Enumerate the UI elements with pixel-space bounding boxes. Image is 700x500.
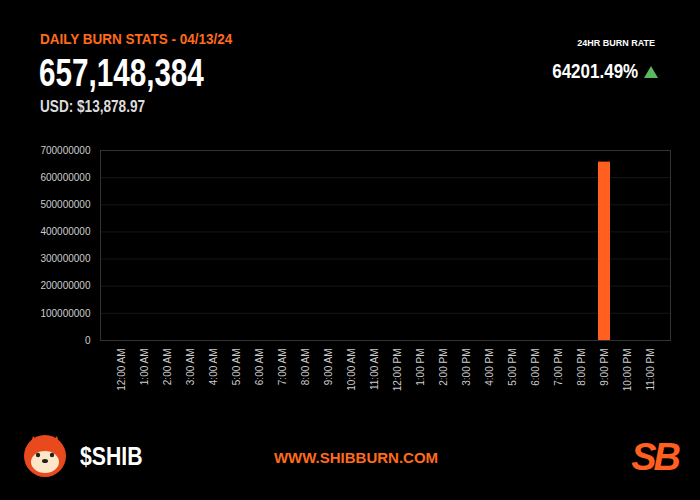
- svg-text:7:00 PM: 7:00 PM: [553, 349, 564, 386]
- svg-text:3:00 PM: 3:00 PM: [461, 349, 472, 386]
- svg-text:1:00 AM: 1:00 AM: [139, 349, 150, 386]
- svg-text:2:00 PM: 2:00 PM: [438, 349, 449, 386]
- svg-text:9:00 PM: 9:00 PM: [599, 349, 610, 386]
- html-text:WWW.SHIBBURN.COM: WWW.SHIBBURN.COM: [273, 449, 439, 466]
- svg-text:3:00 AM: 3:00 AM: [185, 349, 196, 386]
- svg-text:12:00 PM: 12:00 PM: [392, 349, 403, 392]
- svg-text:10:00 AM: 10:00 AM: [346, 349, 357, 391]
- html-text:SB: SB: [631, 436, 678, 478]
- svg-text:2:00 AM: 2:00 AM: [162, 349, 173, 386]
- svg-text:6:00 PM: 6:00 PM: [530, 349, 541, 386]
- svg-text:4:00 AM: 4:00 AM: [208, 349, 219, 386]
- svg-text:200000000: 200000000: [40, 280, 90, 291]
- svg-text:9:00 AM: 9:00 AM: [323, 349, 334, 386]
- svg-text:5:00 AM: 5:00 AM: [231, 349, 242, 386]
- svg-text:700000000: 700000000: [40, 145, 90, 156]
- svg-text:11:00 PM: 11:00 PM: [645, 349, 656, 391]
- html-text:USD: $13,878.97: USD: $13,878.97: [40, 98, 146, 115]
- html-text:$SHIB: $SHIB: [80, 442, 143, 470]
- svg-text:4:00 PM: 4:00 PM: [484, 349, 495, 386]
- svg-text:100000000: 100000000: [40, 308, 90, 319]
- svg-text:600000000: 600000000: [40, 172, 90, 183]
- svg-text:5:00 PM: 5:00 PM: [507, 349, 518, 386]
- svg-text:8:00 AM: 8:00 AM: [300, 349, 311, 386]
- svg-text:500000000: 500000000: [40, 199, 90, 210]
- html-text:64201.49%: 64201.49%: [552, 60, 638, 82]
- svg-text:300000000: 300000000: [40, 253, 90, 264]
- svg-text:1:00 PM: 1:00 PM: [415, 349, 426, 386]
- html-text:DAILY BURN STATS - 04/13/24: DAILY BURN STATS - 04/13/24: [40, 30, 233, 47]
- svg-text:8:00 PM: 8:00 PM: [576, 349, 587, 386]
- svg-text:11:00 AM: 11:00 AM: [369, 349, 380, 391]
- svg-text:12:00 AM: 12:00 AM: [116, 349, 127, 391]
- svg-text:400000000: 400000000: [40, 226, 90, 237]
- html-text:657,148,384: 657,148,384: [39, 52, 204, 94]
- svg-text:7:00 AM: 7:00 AM: [277, 349, 288, 386]
- svg-text:0: 0: [85, 335, 91, 346]
- svg-text:10:00 PM: 10:00 PM: [622, 349, 633, 392]
- html-text:24HR BURN RATE: 24HR BURN RATE: [577, 38, 655, 48]
- svg-text:6:00 AM: 6:00 AM: [254, 349, 265, 386]
